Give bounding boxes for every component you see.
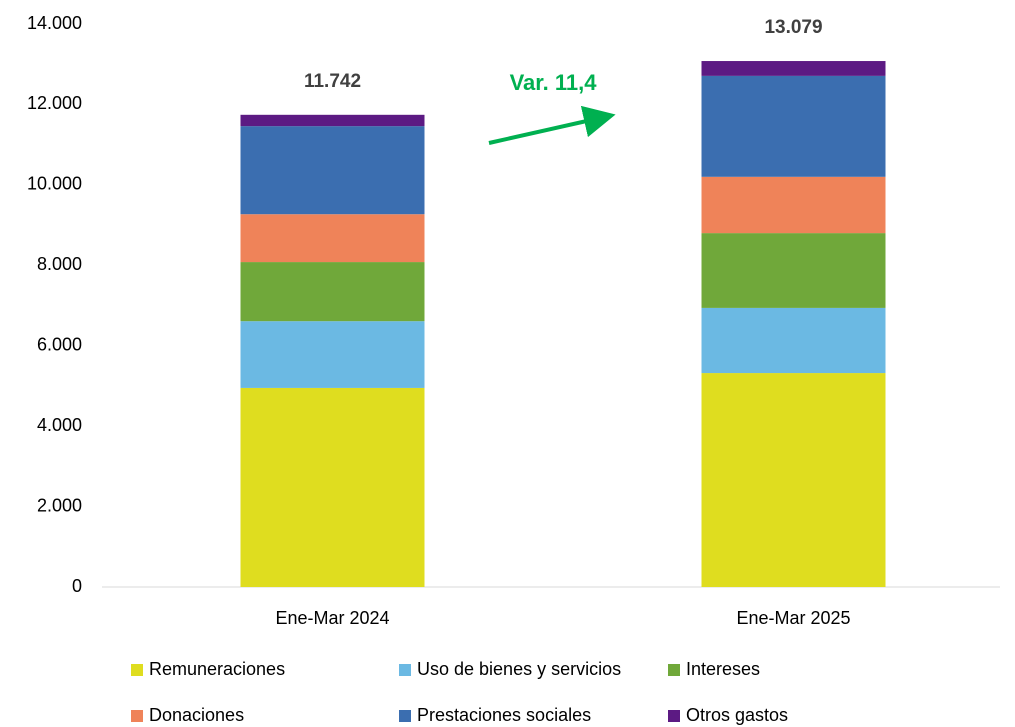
bar-segment: [701, 307, 886, 374]
y-tick-label: 2.000: [37, 495, 82, 515]
arrow: [488, 105, 616, 145]
annotation: Var. 11,4: [510, 70, 598, 95]
bar-segment: [240, 126, 425, 215]
y-tick-label: 10.000: [27, 174, 82, 194]
bar-segment: [701, 75, 886, 177]
bar-segment: [701, 373, 886, 587]
bar-segment: [240, 321, 425, 388]
x-tick-label: Ene-Mar 2024: [275, 608, 389, 628]
legend-swatch: [131, 664, 143, 676]
legend-swatch: [399, 664, 411, 676]
legend-swatch: [131, 710, 143, 722]
bar-segment: [701, 233, 886, 308]
y-tick-label: 12.000: [27, 93, 82, 113]
bar-segment: [240, 387, 425, 587]
legend-swatch: [668, 710, 680, 722]
legend-label: Remuneraciones: [149, 659, 285, 679]
y-tick-label: 8.000: [37, 254, 82, 274]
legend-swatch: [668, 664, 680, 676]
total-label: 11.742: [304, 71, 361, 92]
y-tick-label: 4.000: [37, 415, 82, 435]
y-tick-label: 6.000: [37, 334, 82, 354]
total-label: 13.079: [764, 17, 822, 38]
y-tick-label: 0: [72, 576, 82, 596]
bar-segment: [240, 114, 425, 127]
y-tick-label: 14.000: [27, 13, 82, 33]
legend-label: Prestaciones sociales: [417, 705, 591, 725]
bar-segment: [701, 176, 886, 234]
bar-segment: [240, 214, 425, 263]
x-tick-label: Ene-Mar 2025: [736, 608, 850, 628]
legend-label: Intereses: [686, 659, 760, 679]
legend-swatch: [399, 710, 411, 722]
legend-label: Otros gastos: [686, 705, 788, 725]
legend-label: Donaciones: [149, 705, 244, 725]
legend-label: Uso de bienes y servicios: [417, 659, 621, 679]
bar-segment: [240, 262, 425, 322]
bar-segment: [701, 61, 886, 76]
